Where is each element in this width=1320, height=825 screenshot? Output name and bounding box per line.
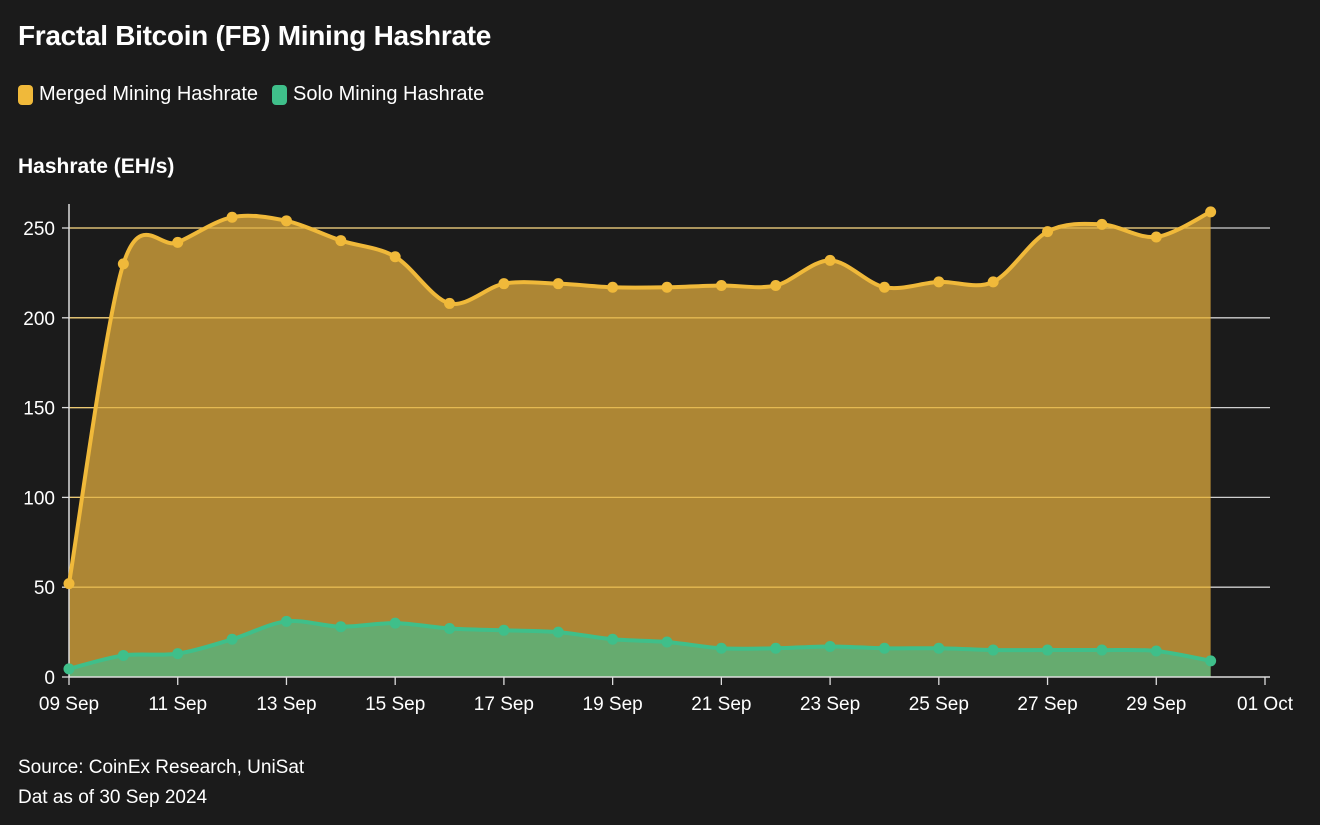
area-merged: [69, 211, 1211, 677]
point-solo: [172, 648, 184, 660]
point-merged: [1096, 218, 1108, 230]
point-merged: [226, 211, 238, 223]
x-tick-label: 27 Sep: [1017, 694, 1077, 715]
chart-title: Fractal Bitcoin (FB) Mining Hashrate: [18, 20, 492, 51]
point-merged: [1042, 226, 1054, 238]
x-tick-label: 11 Sep: [148, 694, 207, 715]
y-tick-label: 200: [23, 309, 55, 330]
point-merged: [933, 276, 945, 288]
point-merged: [1205, 206, 1217, 218]
point-solo: [389, 617, 401, 629]
point-solo: [824, 640, 836, 652]
date-note: Dat as of 30 Sep 2024: [18, 787, 208, 808]
point-merged: [63, 578, 75, 590]
legend-swatch-solo: [272, 84, 287, 105]
point-solo: [933, 642, 945, 654]
x-tick-label: 23 Sep: [800, 694, 860, 715]
x-tick-label: 19 Sep: [583, 694, 643, 715]
y-tick-label: 150: [23, 399, 55, 420]
point-merged: [878, 281, 890, 293]
point-merged: [770, 279, 782, 291]
point-merged: [987, 276, 999, 288]
legend-item-merged: Merged Mining Hashrate: [18, 83, 258, 106]
x-tick-label: 01 Oct: [1237, 694, 1294, 715]
point-merged: [498, 278, 510, 290]
point-solo: [335, 621, 347, 633]
point-solo: [444, 623, 456, 635]
point-merged: [389, 251, 401, 263]
x-tick-label: 09 Sep: [39, 694, 99, 715]
point-merged: [335, 235, 347, 247]
y-tick-label: 50: [34, 578, 55, 599]
point-solo: [1042, 644, 1054, 656]
point-solo: [63, 663, 75, 675]
point-solo: [715, 642, 727, 654]
point-solo: [280, 615, 292, 627]
legend-label-solo: Solo Mining Hashrate: [293, 83, 485, 105]
x-tick-label: 29 Sep: [1126, 694, 1186, 715]
point-solo: [987, 644, 999, 656]
x-tick-label: 25 Sep: [909, 694, 969, 715]
point-solo: [1096, 644, 1108, 656]
point-solo: [498, 624, 510, 636]
point-solo: [1150, 645, 1162, 657]
y-axis-label: Hashrate (EH/s): [18, 155, 175, 178]
point-merged: [444, 297, 456, 309]
x-tick-label: 15 Sep: [365, 694, 425, 715]
x-tick-label: 13 Sep: [256, 694, 316, 715]
x-tick-label: 17 Sep: [474, 694, 534, 715]
point-solo: [607, 633, 619, 645]
x-tick-label: 21 Sep: [691, 694, 751, 715]
point-solo: [226, 633, 238, 645]
legend-swatch-merged: [18, 84, 33, 105]
legend-item-solo: Solo Mining Hashrate: [272, 83, 484, 106]
point-solo: [117, 649, 129, 661]
y-tick-label: 250: [23, 219, 55, 240]
point-solo: [1205, 655, 1217, 667]
point-solo: [770, 642, 782, 654]
source-note: Source: CoinEx Research, UniSat: [18, 757, 305, 778]
point-merged: [661, 281, 673, 293]
point-merged: [172, 236, 184, 248]
point-merged: [607, 281, 619, 293]
point-solo: [552, 626, 564, 638]
point-merged: [715, 279, 727, 291]
point-merged: [280, 215, 292, 227]
point-merged: [1150, 231, 1162, 243]
point-merged: [117, 258, 129, 270]
point-solo: [878, 642, 890, 654]
point-solo: [661, 636, 673, 648]
y-tick-label: 0: [44, 668, 55, 689]
legend: Merged Mining Hashrate Solo Mining Hashr…: [18, 83, 484, 106]
line-solo: [68, 618, 1211, 671]
line-merged: [67, 210, 1212, 584]
point-merged: [824, 254, 836, 266]
y-tick-label: 100: [23, 488, 55, 509]
area-solo: [69, 620, 1211, 677]
legend-label-merged: Merged Mining Hashrate: [39, 83, 258, 105]
point-merged: [552, 278, 564, 290]
